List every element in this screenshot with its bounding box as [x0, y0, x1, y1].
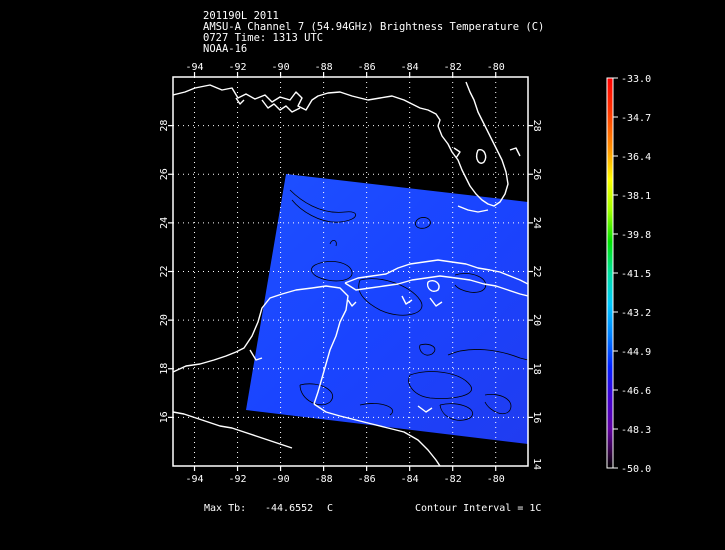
max-tb-value: -44.6552: [265, 503, 314, 514]
lon-label-top: -80: [487, 62, 505, 73]
lon-label-bottom: -80: [487, 474, 505, 485]
header-storm-id: 201190L 2011: [203, 10, 279, 22]
coastlines: [173, 81, 528, 466]
colorbar-ticks: [613, 77, 618, 469]
contours: [289, 189, 528, 421]
lat-label-left: 28: [159, 120, 170, 132]
colorbar-label: -48.3: [621, 425, 651, 436]
lat-label-corner: 14: [531, 458, 542, 470]
colorbar-label: -50.0: [621, 464, 651, 475]
map-tick-labels: -94 -94 -92 -92 -90 -90 -88 -88 -86 -86 -84 -84 -82 -…: [159, 62, 542, 485]
lat-label-left: 20: [159, 314, 170, 326]
lat-label-left: 22: [159, 265, 170, 277]
colorbar-label: -33.0: [621, 74, 651, 85]
colorbar-labels: -33.0 -34.7 -36.4 -38.1 -39.8 -41.5 -43.2 -44.9…: [621, 74, 651, 475]
colorbar-label: -39.8: [621, 230, 651, 241]
colorbar-label: -34.7: [621, 113, 651, 124]
lat-label-right: 20: [531, 314, 542, 326]
lat-label-left: 24: [159, 217, 170, 229]
lon-label-top: -84: [401, 62, 419, 73]
colorbar-label: -41.5: [621, 269, 651, 280]
colorbar-label: -44.9: [621, 347, 651, 358]
lon-label-top: -86: [358, 62, 376, 73]
lon-label-top: -92: [229, 62, 247, 73]
max-tb-label: Max Tb:: [204, 503, 247, 514]
lon-label-bottom: -92: [229, 474, 247, 485]
colorbar-label: -36.4: [621, 152, 651, 163]
lon-label-bottom: -88: [315, 474, 333, 485]
map-ticks: [168, 72, 533, 471]
colorbar: [606, 77, 614, 469]
lat-label-right: 24: [531, 217, 542, 229]
header-block: 201190L 2011 AMSU-A Channel 7 (54.94GHz) …: [203, 11, 544, 55]
lat-label-left: 26: [159, 168, 170, 180]
lat-label-right: 28: [531, 120, 542, 132]
lon-label-bottom: -84: [401, 474, 419, 485]
lon-label-bottom: -82: [444, 474, 462, 485]
contour-interval: Contour Interval = 1C: [415, 503, 542, 514]
lon-label-top: -90: [272, 62, 290, 73]
lon-label-bottom: -94: [185, 474, 203, 485]
header-channel: AMSU-A Channel 7 (54.94GHz) Brightness T…: [203, 21, 545, 33]
lon-label-bottom: -90: [272, 474, 290, 485]
colorbar-label: -43.2: [621, 308, 651, 319]
header-time: 0727 Time: 1313 UTC: [203, 32, 324, 44]
lon-label-top: -82: [444, 62, 462, 73]
map-grid: [173, 77, 528, 466]
lat-label-right: 18: [531, 363, 542, 375]
colorbar-label: -46.6: [621, 386, 651, 397]
lat-label-left: 18: [159, 363, 170, 375]
lon-label-bottom: -86: [358, 474, 376, 485]
colorbar-label: -38.1: [621, 191, 651, 202]
max-tb-unit: C: [327, 503, 334, 514]
lat-label-right: 26: [531, 168, 542, 180]
lat-label-left: 16: [159, 411, 170, 423]
lat-label-right: 16: [531, 411, 542, 423]
lon-label-top: -94: [185, 62, 203, 73]
lon-label-top: -88: [315, 62, 333, 73]
header-satellite: NOAA-16: [203, 43, 248, 55]
lat-label-right: 22: [531, 265, 542, 277]
